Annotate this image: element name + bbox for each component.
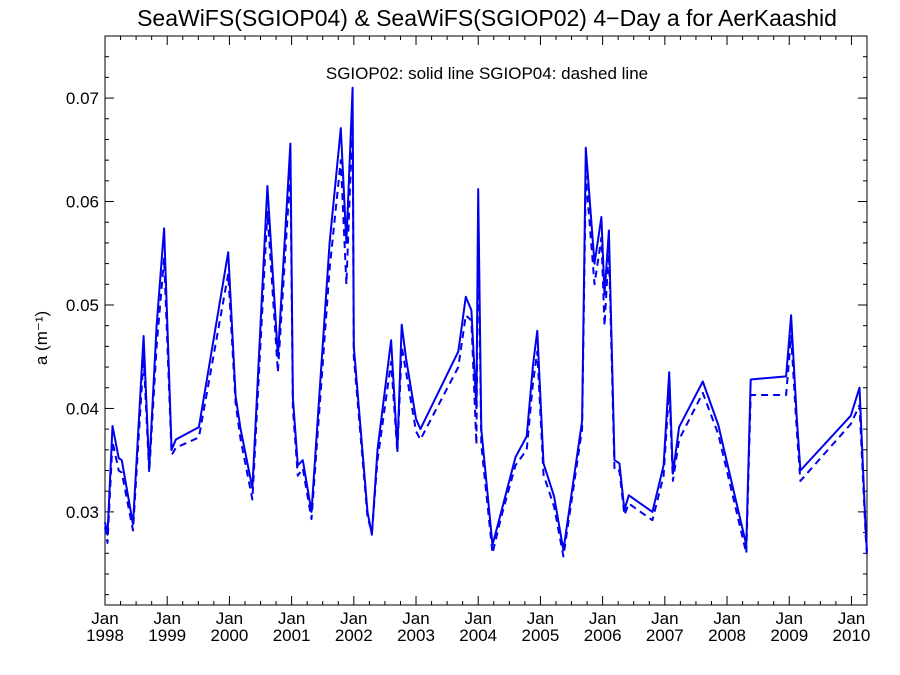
x-tick-label-year: 2008 xyxy=(708,626,746,645)
x-tick-label-month: Jan xyxy=(91,609,118,628)
x-axis: Jan1998Jan1999Jan2000Jan2001Jan2002Jan20… xyxy=(86,36,870,645)
chart-annotation: SGIOP02: solid line SGIOP04: dashed line xyxy=(326,64,648,83)
x-tick-label-month: Jan xyxy=(776,609,803,628)
series-line-sgiop04 xyxy=(104,117,868,558)
chart-title: SeaWiFS(SGIOP04) & SeaWiFS(SGIOP02) 4−Da… xyxy=(137,5,837,31)
y-tick-label: 0.03 xyxy=(66,503,99,522)
x-tick-label-year: 2002 xyxy=(335,626,373,645)
x-tick-label-month: Jan xyxy=(651,609,678,628)
x-tick-label-year: 2000 xyxy=(210,626,248,645)
x-tick-label-month: Jan xyxy=(278,609,305,628)
y-axis-label: a (m⁻¹) xyxy=(32,311,51,365)
x-tick-label-month: Jan xyxy=(838,609,865,628)
x-tick-label-month: Jan xyxy=(713,609,740,628)
x-tick-label-month: Jan xyxy=(340,609,367,628)
y-tick-label: 0.05 xyxy=(66,296,99,315)
x-tick-label-year: 2005 xyxy=(522,626,560,645)
x-tick-label-year: 1998 xyxy=(86,626,124,645)
y-tick-label: 0.04 xyxy=(66,399,99,418)
x-tick-label-month: Jan xyxy=(589,609,616,628)
x-tick-label-year: 2001 xyxy=(273,626,311,645)
series-line-sgiop02 xyxy=(104,86,868,552)
x-tick-label-year: 2004 xyxy=(459,626,497,645)
series-layer xyxy=(104,86,868,558)
x-tick-label-month: Jan xyxy=(465,609,492,628)
x-tick-label-month: Jan xyxy=(527,609,554,628)
x-tick-label-month: Jan xyxy=(153,609,180,628)
y-tick-label: 0.07 xyxy=(66,89,99,108)
x-tick-label-year: 2007 xyxy=(646,626,684,645)
x-tick-label-year: 2006 xyxy=(584,626,622,645)
x-tick-label-year: 2009 xyxy=(770,626,808,645)
x-tick-label-year: 2003 xyxy=(397,626,435,645)
x-tick-label-year: 1999 xyxy=(148,626,186,645)
y-axis: 0.03 0.04 0.05 0.06 0.07 xyxy=(66,56,867,596)
x-tick-label-month: Jan xyxy=(216,609,243,628)
x-tick-label-month: Jan xyxy=(402,609,429,628)
x-tick-label-year: 2010 xyxy=(833,626,871,645)
plot-border xyxy=(104,35,868,606)
plot-area xyxy=(104,35,868,606)
y-tick-label: 0.06 xyxy=(66,193,99,212)
